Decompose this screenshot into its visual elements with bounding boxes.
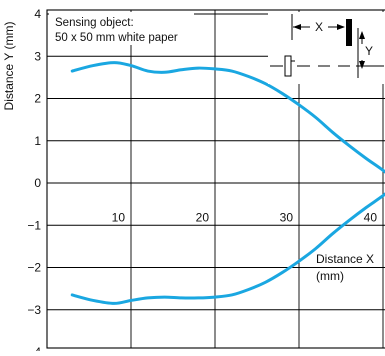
annotation-line-2: 50 x 50 mm white paper [55,32,178,44]
x-tick-label: 30 [280,210,294,224]
x-tick-label: 20 [196,210,210,224]
x-tick-label: 10 [112,210,126,224]
y-tick-label: 1 [34,134,41,148]
x-axis-label-line-1: Distance X [316,252,374,266]
x-axis-label-line-2: (mm) [316,269,344,283]
y-tick-label: 3 [34,49,41,63]
inset-y-label: Y [365,44,373,58]
inset-target-bar [346,19,352,46]
inset-x-label: X [315,20,323,34]
annotation-box: Sensing object: 50 x 50 mm white paper [49,12,194,45]
y-tick-label: 2 [34,92,41,106]
y-tick-label: 4 [34,7,41,21]
y-tick-label: −3 [27,303,41,317]
inset-diagram: X Y [268,12,385,84]
series-line-2 [72,172,385,303]
y-tick-label: −1 [27,218,41,232]
y-tick-label: 0 [34,176,41,190]
y-tick-label: −2 [27,261,41,275]
x-tick-label: 40 [364,210,378,224]
y-tick-label: −4 [27,345,41,351]
inset-sensor-body [285,56,291,76]
annotation-line-1: Sensing object: [55,17,134,29]
y-axis-label: Distance Y (mm) [2,22,16,111]
